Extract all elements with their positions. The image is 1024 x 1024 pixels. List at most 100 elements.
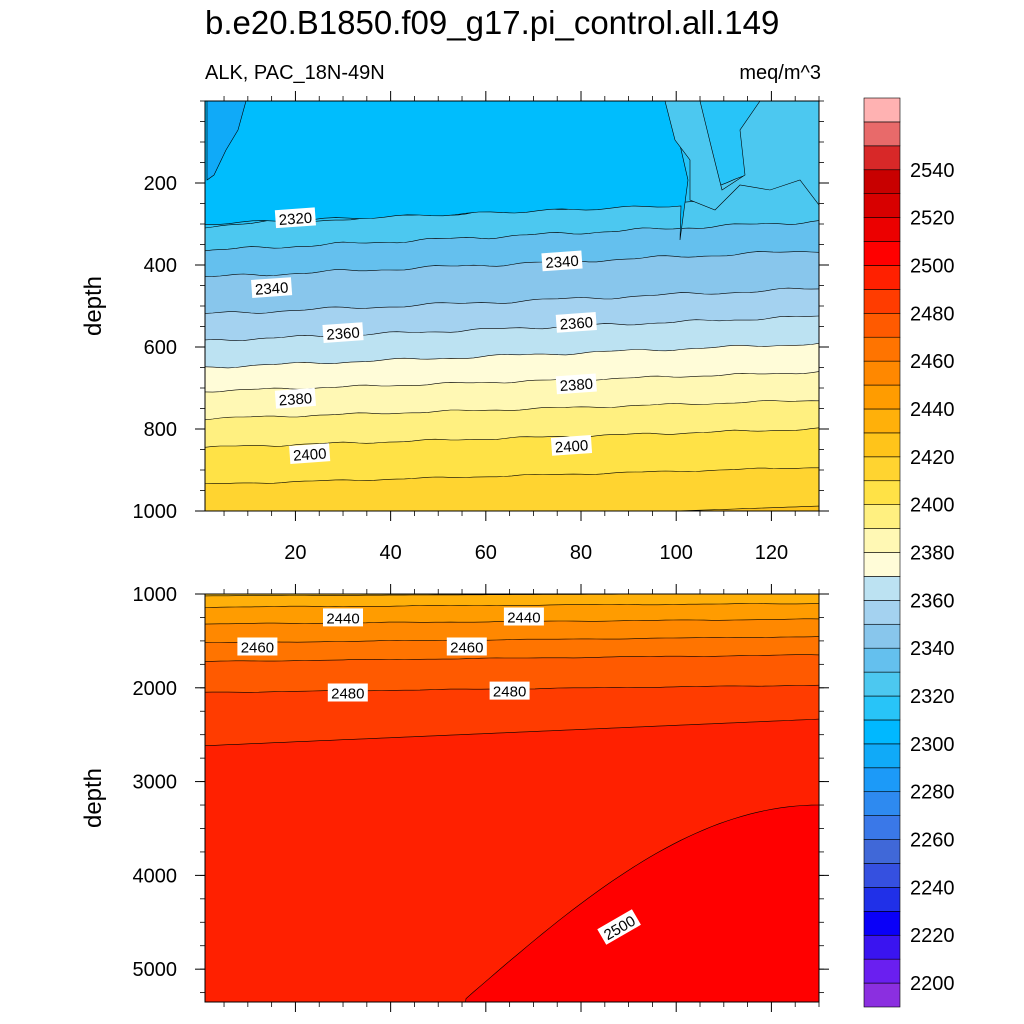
- colorbar-box: [863, 289, 901, 314]
- y-tick-label: 2000: [133, 678, 178, 700]
- contour-label: 2480: [327, 683, 368, 703]
- y-tick-label: 1000: [133, 501, 178, 523]
- upper-panel: 200 400 600 800 1000 20 40 60 80 100 120 depth 2320 2…: [80, 91, 829, 564]
- contour-label-bg: [327, 683, 368, 702]
- y-tick-label: 4000: [133, 865, 178, 887]
- lower-panel: 1000 2000 3000 4000 5000 depth 2440 2440 2460 246…: [80, 584, 829, 1012]
- contour-label-text: 2460: [450, 640, 483, 657]
- y-tick-label: 5000: [133, 959, 178, 981]
- colorbar-label: 2320: [910, 686, 955, 708]
- colorbar-box: [863, 982, 901, 1008]
- colorbar-box: [863, 504, 901, 529]
- colorbar-label: 2300: [910, 734, 955, 756]
- contour-label-text: 2440: [507, 610, 540, 627]
- contour-line: [205, 251, 819, 277]
- contour-label: 2380: [274, 387, 316, 409]
- contour-label: 2360: [555, 312, 597, 334]
- colorbar-box: [863, 312, 901, 338]
- colorbar-box: [863, 934, 901, 960]
- colorbar-label: 2400: [910, 495, 955, 517]
- colorbar-box: [863, 743, 901, 769]
- colorbar-box: [863, 193, 901, 218]
- colorbar-box: [863, 576, 901, 601]
- colorbar-box: [863, 552, 901, 577]
- colorbar-box: [863, 958, 901, 984]
- colorbar-label: 2340: [910, 638, 955, 660]
- colorbar-label: 2260: [910, 830, 955, 852]
- colorbar: 2200 2220 2240 2260 2280 2300 2320 2340 2360 2380…: [863, 97, 955, 1008]
- y-tick-label: 800: [144, 419, 177, 441]
- contour-label-text: 2320: [278, 210, 312, 229]
- contour-line: [205, 287, 819, 314]
- colorbar-box: [863, 456, 901, 482]
- contour-label: 2480: [489, 681, 530, 701]
- colorbar-box: [863, 528, 901, 553]
- contour-label: 2320: [274, 207, 316, 229]
- colorbar-label: 2460: [910, 351, 955, 373]
- colorbar-box: [863, 600, 901, 625]
- contour-line: [205, 654, 819, 662]
- contour-line: [205, 220, 819, 252]
- chart-title: b.e20.B1850.f09_g17.pi_control.all.149: [205, 4, 780, 41]
- contour-label: 2460: [446, 637, 487, 657]
- fill-band: [206, 101, 247, 181]
- contour-label-bg: [289, 443, 331, 464]
- contour-label-text: 2380: [278, 390, 312, 409]
- contour-label: 2440: [503, 607, 544, 627]
- colorbar-box: [863, 791, 901, 816]
- contour-label-text: 2400: [554, 437, 588, 456]
- colorbar-box: [863, 217, 901, 242]
- contour-label-text: 2440: [326, 610, 359, 627]
- contour-label-text: 2340: [545, 253, 579, 272]
- colorbar-box: [863, 432, 901, 458]
- y-tick-label: 3000: [133, 772, 178, 794]
- colorbar-label: 2220: [910, 925, 955, 947]
- colorbar-box: [863, 863, 901, 888]
- contour-label: 2360: [322, 322, 364, 344]
- y-tick-label: 1000: [133, 584, 178, 606]
- colorbar-box: [863, 623, 901, 649]
- contour-label: 2440: [323, 608, 363, 627]
- colorbar-box: [863, 480, 901, 505]
- contour-label-bg: [322, 322, 364, 343]
- colorbar-box: [863, 121, 901, 147]
- x-tick-label: 20: [284, 542, 306, 564]
- contour-line: [205, 603, 819, 608]
- contour-label-text: 2380: [559, 376, 593, 395]
- colorbar-box: [863, 887, 901, 912]
- contour-label-text: 2360: [559, 314, 593, 333]
- contour-label-text: 2480: [331, 686, 364, 703]
- subtitle-variable: ALK, PAC_18N-49N: [205, 62, 385, 84]
- colorbar-label: 2360: [910, 590, 955, 612]
- contour-line: [205, 636, 819, 643]
- colorbar-label: 2420: [910, 447, 955, 469]
- y-tick-label: 600: [144, 337, 177, 359]
- y-axis-label: depth: [80, 768, 107, 828]
- contour-label: 2400: [289, 443, 331, 465]
- colorbar-box: [863, 408, 901, 434]
- colorbar-box: [863, 719, 901, 745]
- colorbar-label: 2200: [910, 973, 955, 995]
- colorbar-label: 2500: [910, 255, 955, 277]
- contour-label: 2460: [237, 637, 278, 657]
- contour-label-bg: [489, 681, 530, 700]
- colorbar-box: [863, 384, 901, 410]
- colorbar-box: [863, 145, 901, 171]
- colorbar-box: [863, 839, 901, 864]
- contour-line: [205, 594, 758, 597]
- contour-label-bg: [237, 637, 278, 656]
- contour-label-bg: [555, 312, 597, 333]
- contour-line: [205, 718, 819, 746]
- contour-label: 2340: [251, 277, 293, 299]
- subtitle-units: meq/m^3: [739, 62, 821, 84]
- x-tick-label: 80: [570, 542, 592, 564]
- colorbar-box: [863, 336, 901, 362]
- contour-label-bg: [503, 607, 544, 626]
- colorbar-label: 2280: [910, 782, 955, 804]
- colorbar-label: 2480: [910, 303, 955, 325]
- contour-line: [205, 400, 819, 421]
- y-tick-label: 200: [144, 173, 177, 195]
- contour-line: [465, 804, 819, 1002]
- contour-line: [679, 505, 819, 511]
